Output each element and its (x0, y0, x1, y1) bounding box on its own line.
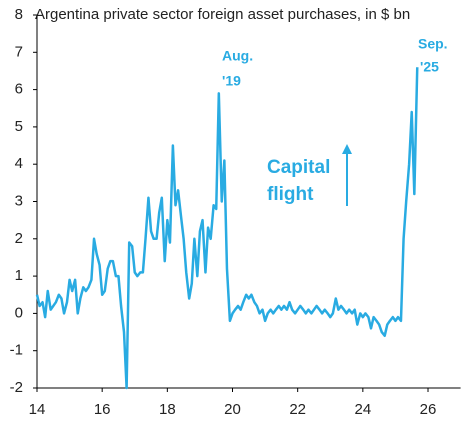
annotation: Sep. (418, 36, 448, 52)
x-tick-label: 24 (355, 401, 372, 418)
data-line (35, 67, 419, 390)
x-tick-label: 18 (159, 401, 176, 418)
y-tick-label: 8 (15, 6, 23, 23)
chart-title: Argentina private sector foreign asset p… (35, 6, 410, 23)
annotation: '25 (420, 59, 439, 75)
annotation: flight (267, 184, 314, 205)
y-tick-label: 3 (15, 192, 23, 209)
y-tick-label: -2 (10, 379, 23, 396)
annotation: Capital (267, 157, 330, 178)
x-tick-label: 26 (420, 401, 437, 418)
arrow-head (342, 144, 352, 154)
annotation: '19 (222, 73, 241, 89)
x-tick-label: 14 (29, 401, 46, 418)
y-tick-label: -1 (10, 342, 23, 359)
x-tick-label: 22 (289, 401, 306, 418)
y-tick-label: 5 (15, 118, 23, 135)
x-tick-label: 16 (94, 401, 111, 418)
y-tick-label: 0 (15, 304, 23, 321)
annotation: Aug. (222, 48, 253, 64)
x-tick-label: 20 (224, 401, 241, 418)
y-tick-label: 6 (15, 81, 23, 98)
y-tick-label: 1 (15, 267, 23, 284)
y-tick-label: 7 (15, 43, 23, 60)
y-tick-label: 4 (15, 155, 23, 172)
y-tick-label: 2 (15, 230, 23, 247)
